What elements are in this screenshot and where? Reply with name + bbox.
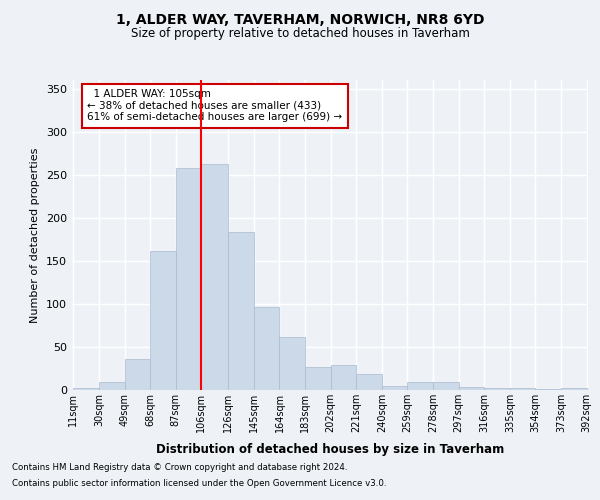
Text: Size of property relative to detached houses in Taverham: Size of property relative to detached ho…: [131, 28, 469, 40]
Bar: [280, 336, 305, 390]
Bar: [407, 382, 433, 390]
Bar: [484, 388, 510, 390]
Bar: [228, 232, 254, 390]
Y-axis label: Number of detached properties: Number of detached properties: [31, 148, 40, 322]
Bar: [176, 168, 202, 390]
Bar: [73, 388, 99, 390]
Text: 1 ALDER WAY: 105sqm
← 38% of detached houses are smaller (433)
61% of semi-detac: 1 ALDER WAY: 105sqm ← 38% of detached ho…: [88, 90, 343, 122]
Bar: [305, 367, 331, 390]
Bar: [254, 308, 280, 390]
Text: Contains HM Land Registry data © Crown copyright and database right 2024.: Contains HM Land Registry data © Crown c…: [12, 464, 347, 472]
Bar: [331, 365, 356, 390]
Bar: [561, 388, 587, 390]
Bar: [382, 386, 407, 390]
Bar: [433, 382, 458, 390]
Bar: [458, 386, 484, 390]
Text: Distribution of detached houses by size in Taverham: Distribution of detached houses by size …: [156, 442, 504, 456]
Bar: [150, 250, 176, 390]
Text: 1, ALDER WAY, TAVERHAM, NORWICH, NR8 6YD: 1, ALDER WAY, TAVERHAM, NORWICH, NR8 6YD: [116, 12, 484, 26]
Bar: [510, 388, 535, 390]
Bar: [202, 164, 228, 390]
Bar: [356, 374, 382, 390]
Bar: [535, 389, 561, 390]
Text: Contains public sector information licensed under the Open Government Licence v3: Contains public sector information licen…: [12, 478, 386, 488]
Bar: [99, 382, 125, 390]
Bar: [125, 359, 150, 390]
